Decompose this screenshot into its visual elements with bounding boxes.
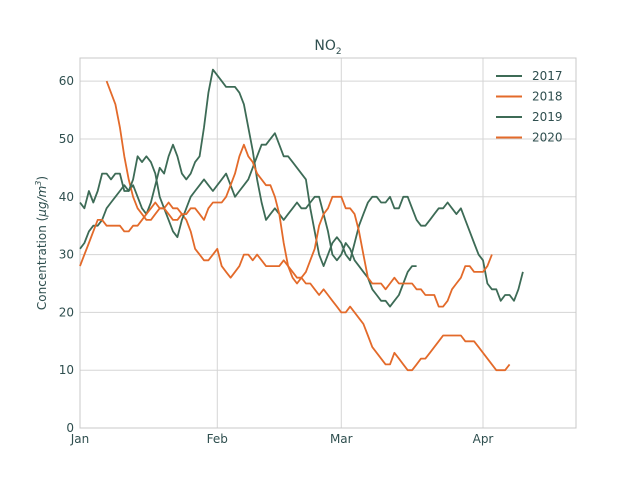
chart-title-subscript: 2 xyxy=(336,47,342,57)
y-axis-ticks: 0 10 20 30 40 50 60 xyxy=(59,74,74,435)
x-axis-ticks: Jan Feb Mar Apr xyxy=(70,432,494,446)
y-tick-label: 60 xyxy=(59,74,74,88)
y-tick-label: 0 xyxy=(66,421,74,435)
legend-label-2017: 2017 xyxy=(532,69,563,83)
plot-area xyxy=(80,58,576,428)
y-tick-label: 40 xyxy=(59,190,74,204)
x-tick-label: Mar xyxy=(330,432,353,446)
y-tick-label: 50 xyxy=(59,132,74,146)
y-tick-label: 20 xyxy=(59,305,74,319)
y-tick-label: 30 xyxy=(59,248,74,262)
y-tick-label: 10 xyxy=(59,363,74,377)
legend-label-2019: 2019 xyxy=(532,110,563,124)
y-axis-title: Concentration (μg/m3) xyxy=(34,176,49,310)
chart-title: NO2 xyxy=(314,38,341,57)
x-tick-label: Apr xyxy=(473,432,494,446)
legend-label-2018: 2018 xyxy=(532,90,563,104)
legend-label-2020: 2020 xyxy=(532,131,563,145)
x-tick-label: Feb xyxy=(207,432,228,446)
